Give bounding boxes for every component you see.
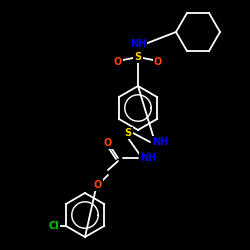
Text: O: O xyxy=(154,57,162,67)
Text: S: S xyxy=(134,52,141,62)
Text: O: O xyxy=(94,180,102,190)
Text: NH: NH xyxy=(130,39,146,49)
Text: Cl: Cl xyxy=(48,221,59,231)
Text: NH: NH xyxy=(140,153,156,163)
Text: NH: NH xyxy=(152,137,168,147)
Text: O: O xyxy=(114,57,122,67)
Text: S: S xyxy=(124,128,132,138)
Text: O: O xyxy=(104,138,112,148)
